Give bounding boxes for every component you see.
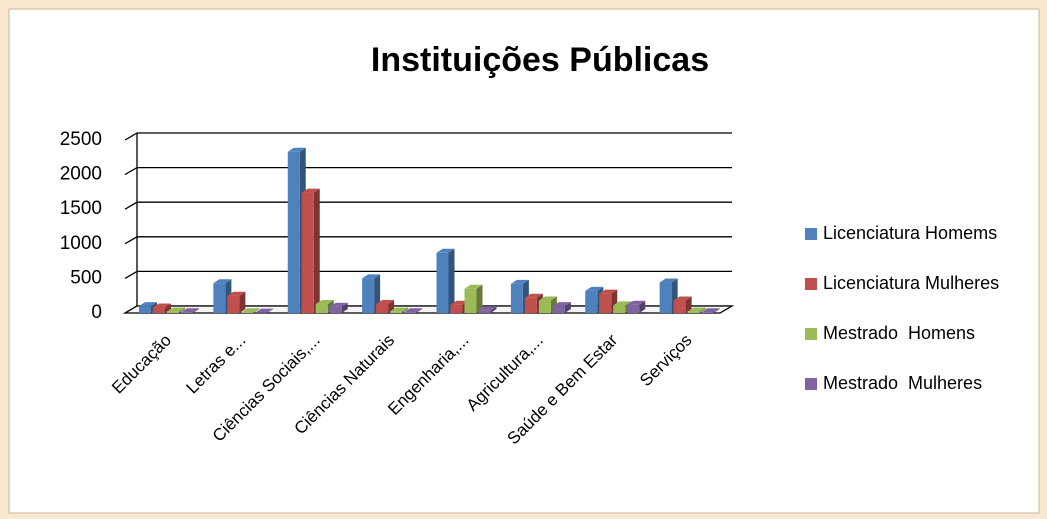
bar-top bbox=[627, 300, 646, 305]
bar bbox=[315, 304, 328, 313]
bar-side bbox=[239, 291, 246, 313]
bar-top bbox=[213, 279, 232, 284]
bar bbox=[227, 295, 240, 313]
bar-top bbox=[464, 284, 483, 289]
bar-side bbox=[490, 306, 497, 313]
legend-label: Mestrado Mulheres bbox=[823, 373, 982, 393]
bar-top bbox=[287, 147, 306, 152]
bar-top bbox=[659, 278, 678, 283]
bar-side bbox=[253, 308, 260, 313]
bar-side bbox=[564, 302, 571, 313]
bar bbox=[450, 304, 463, 313]
bar-top bbox=[450, 300, 469, 305]
bar bbox=[673, 300, 686, 313]
bar-top bbox=[255, 308, 274, 313]
y-tick-label: 500 bbox=[70, 267, 102, 288]
bar bbox=[510, 283, 523, 313]
legend-swatch bbox=[805, 328, 817, 340]
bar bbox=[687, 311, 700, 313]
bar-top bbox=[181, 308, 199, 313]
bar-top bbox=[227, 291, 246, 296]
bar bbox=[613, 305, 626, 313]
bar bbox=[329, 306, 342, 313]
legend-swatch bbox=[805, 228, 817, 240]
bar bbox=[701, 312, 714, 313]
bar bbox=[478, 310, 491, 313]
bar bbox=[362, 278, 375, 313]
bar bbox=[241, 312, 254, 313]
bar bbox=[538, 300, 551, 313]
bar-side bbox=[448, 248, 455, 313]
bar bbox=[599, 293, 612, 313]
bar bbox=[167, 311, 179, 313]
y-tick-label: 0 bbox=[91, 302, 102, 323]
bar bbox=[153, 307, 165, 313]
bar-top bbox=[139, 302, 157, 307]
bar-side bbox=[179, 307, 185, 313]
bar bbox=[181, 312, 193, 313]
bar-top bbox=[167, 307, 185, 312]
legend-swatch bbox=[805, 378, 817, 390]
bar-side bbox=[313, 188, 320, 313]
bar-top bbox=[362, 274, 381, 279]
bar bbox=[376, 304, 389, 313]
bar-top bbox=[599, 289, 618, 294]
chart-title: Instituições Públicas bbox=[371, 41, 709, 79]
bar bbox=[213, 283, 226, 313]
bar-side bbox=[341, 302, 348, 313]
bar-side bbox=[193, 308, 199, 313]
legend-label: Licenciatura Homems bbox=[823, 223, 997, 243]
bar-side bbox=[165, 303, 171, 313]
legend-swatch bbox=[805, 278, 817, 290]
legend-label: Licenciatura Mulheres bbox=[823, 273, 999, 293]
bar-top bbox=[538, 296, 557, 301]
bar bbox=[627, 304, 640, 313]
bar-top bbox=[315, 300, 334, 305]
bar-side bbox=[713, 308, 720, 313]
y-tick-label: 1000 bbox=[60, 233, 102, 254]
bar-side bbox=[388, 300, 395, 313]
bar-top bbox=[376, 300, 395, 305]
bar-side bbox=[402, 307, 409, 313]
bar-top bbox=[390, 307, 409, 312]
bar-top bbox=[701, 308, 720, 313]
bar bbox=[287, 151, 300, 313]
y-tick-label: 2000 bbox=[60, 164, 102, 185]
bar-top bbox=[404, 308, 423, 313]
chart-area bbox=[8, 8, 1040, 514]
bar bbox=[404, 312, 417, 313]
bar-side bbox=[699, 307, 706, 313]
bar bbox=[464, 288, 477, 313]
bar bbox=[585, 290, 598, 313]
bar-top bbox=[510, 279, 529, 284]
bar-top bbox=[241, 308, 260, 313]
bar-top bbox=[552, 302, 571, 307]
bar-side bbox=[685, 296, 692, 313]
bar bbox=[301, 192, 314, 313]
bar-top bbox=[301, 188, 320, 193]
bar-side bbox=[639, 300, 646, 313]
bar-top bbox=[585, 286, 604, 291]
bar-top bbox=[687, 307, 706, 312]
bar-side bbox=[476, 284, 483, 313]
bar bbox=[436, 252, 449, 313]
bar-side bbox=[267, 308, 274, 313]
bar-top bbox=[478, 306, 497, 311]
bar bbox=[552, 306, 565, 313]
bar-top bbox=[613, 301, 632, 306]
bar bbox=[139, 306, 151, 313]
bar-top bbox=[436, 248, 455, 253]
bar bbox=[390, 311, 403, 313]
bar-top bbox=[153, 303, 171, 308]
bar bbox=[659, 282, 672, 313]
bar bbox=[524, 297, 537, 313]
bar-top bbox=[329, 302, 348, 307]
y-tick-label: 2500 bbox=[60, 129, 102, 150]
bar-top bbox=[673, 296, 692, 301]
bar-side bbox=[416, 308, 423, 313]
bar-top bbox=[524, 293, 543, 298]
y-tick-label: 1500 bbox=[60, 198, 102, 219]
legend-label: Mestrado Homens bbox=[823, 323, 975, 343]
